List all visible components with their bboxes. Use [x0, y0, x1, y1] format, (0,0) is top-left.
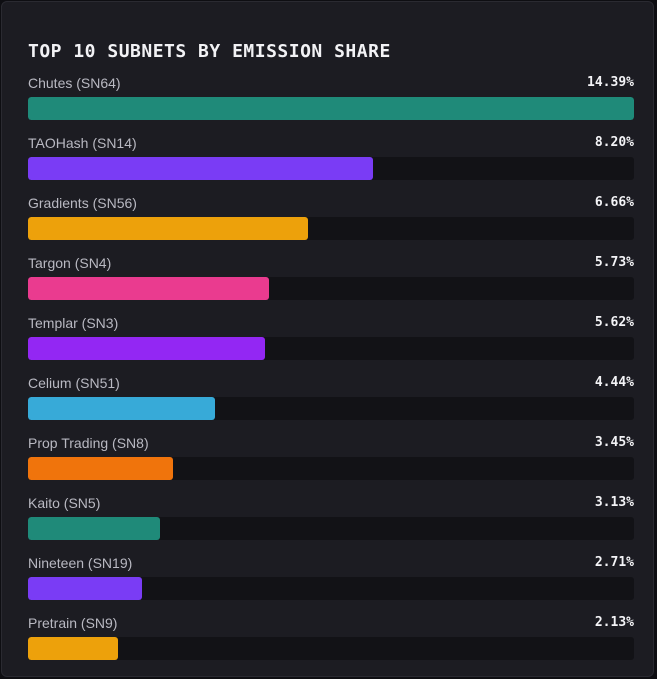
- bar-label: Nineteen (SN19): [28, 555, 133, 571]
- bar: [28, 157, 374, 180]
- bar-track: [28, 157, 634, 180]
- bar-track: [28, 277, 634, 300]
- bar-value-label: 3.13%: [594, 495, 634, 510]
- bar: [28, 397, 215, 420]
- bar: [28, 97, 634, 120]
- bar-value-label: 2.71%: [594, 555, 634, 570]
- bar-track: [28, 577, 634, 600]
- bar-label: Pretrain (SN9): [28, 615, 118, 631]
- chart-title: TOP 10 SUBNETS BY EMISSION SHARE: [28, 41, 391, 62]
- bar-row: Kaito (SN5) 3.13%: [28, 492, 634, 552]
- bar-value-label: 14.39%: [587, 75, 634, 90]
- bar-value-label: 3.45%: [594, 435, 634, 450]
- bar-value-label: 5.62%: [594, 315, 634, 330]
- bar-value-label: 8.20%: [594, 135, 634, 150]
- bar-value-label: 5.73%: [594, 255, 634, 270]
- bar-label: Gradients (SN56): [28, 195, 137, 211]
- bar-track: [28, 397, 634, 420]
- bar-value-label: 2.13%: [594, 615, 634, 630]
- bar-row: Gradients (SN56) 6.66%: [28, 192, 634, 252]
- bar: [28, 457, 174, 480]
- bar-value-label: 4.44%: [594, 375, 634, 390]
- bar-label: Kaito (SN5): [28, 495, 101, 511]
- bar-track: [28, 637, 634, 660]
- bar: [28, 517, 160, 540]
- bar-row: Templar (SN3) 5.62%: [28, 312, 634, 372]
- bar-label: Templar (SN3): [28, 315, 119, 331]
- bar: [28, 217, 309, 240]
- bar-row: Chutes (SN64) 14.39%: [28, 72, 634, 132]
- bar-row: Prop Trading (SN8) 3.45%: [28, 432, 634, 492]
- bar-value-label: 6.66%: [594, 195, 634, 210]
- bar-track: [28, 217, 634, 240]
- bar-track: [28, 517, 634, 540]
- bar-row: TAOHash (SN14) 8.20%: [28, 132, 634, 192]
- bar: [28, 277, 270, 300]
- bar-row: Nineteen (SN19) 2.71%: [28, 552, 634, 612]
- bar-label: Chutes (SN64): [28, 75, 121, 91]
- bar-track: [28, 457, 634, 480]
- bar-label: Prop Trading (SN8): [28, 435, 149, 451]
- bar-row: Targon (SN4) 5.73%: [28, 252, 634, 312]
- bar: [28, 577, 143, 600]
- bar: [28, 637, 118, 660]
- bar-list: Chutes (SN64) 14.39% TAOHash (SN14) 8.20% Gr…: [28, 72, 634, 672]
- bar-row: Celium (SN51) 4.44%: [28, 372, 634, 432]
- bar-track: [28, 97, 634, 120]
- bar-label: Targon (SN4): [28, 255, 112, 271]
- bar-row: Pretrain (SN9) 2.13%: [28, 612, 634, 672]
- bar-label: Celium (SN51): [28, 375, 120, 391]
- bar: [28, 337, 265, 360]
- bar-label: TAOHash (SN14): [28, 135, 137, 151]
- bar-track: [28, 337, 634, 360]
